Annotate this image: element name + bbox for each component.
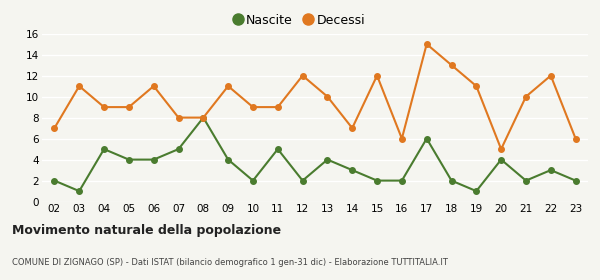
Decessi bbox=[224, 85, 232, 88]
Decessi bbox=[150, 85, 157, 88]
Nascite bbox=[547, 168, 554, 172]
Nascite bbox=[51, 179, 58, 182]
Nascite bbox=[349, 168, 356, 172]
Nascite bbox=[250, 179, 257, 182]
Decessi bbox=[497, 147, 505, 151]
Nascite bbox=[76, 189, 83, 193]
Line: Nascite: Nascite bbox=[52, 115, 578, 194]
Decessi bbox=[76, 85, 83, 88]
Nascite bbox=[274, 147, 281, 151]
Nascite bbox=[175, 147, 182, 151]
Text: Movimento naturale della popolazione: Movimento naturale della popolazione bbox=[12, 224, 281, 237]
Decessi bbox=[274, 105, 281, 109]
Decessi bbox=[473, 85, 480, 88]
Decessi bbox=[299, 74, 306, 77]
Decessi bbox=[125, 105, 133, 109]
Nascite bbox=[572, 179, 579, 182]
Nascite bbox=[100, 147, 107, 151]
Decessi bbox=[547, 74, 554, 77]
Line: Decessi: Decessi bbox=[52, 41, 578, 152]
Nascite bbox=[523, 179, 530, 182]
Decessi bbox=[423, 42, 430, 46]
Legend: Nascite, Decessi: Nascite, Decessi bbox=[230, 9, 370, 32]
Nascite bbox=[125, 158, 133, 161]
Decessi bbox=[250, 105, 257, 109]
Nascite bbox=[473, 189, 480, 193]
Decessi bbox=[324, 95, 331, 98]
Decessi bbox=[523, 95, 530, 98]
Nascite bbox=[448, 179, 455, 182]
Decessi bbox=[448, 64, 455, 67]
Nascite bbox=[497, 158, 505, 161]
Decessi bbox=[398, 137, 406, 140]
Nascite bbox=[373, 179, 380, 182]
Decessi bbox=[51, 127, 58, 130]
Nascite bbox=[398, 179, 406, 182]
Decessi bbox=[373, 74, 380, 77]
Nascite bbox=[224, 158, 232, 161]
Nascite bbox=[150, 158, 157, 161]
Decessi bbox=[200, 116, 207, 119]
Nascite bbox=[200, 116, 207, 119]
Decessi bbox=[175, 116, 182, 119]
Nascite bbox=[324, 158, 331, 161]
Decessi bbox=[349, 127, 356, 130]
Decessi bbox=[572, 137, 579, 140]
Nascite bbox=[299, 179, 306, 182]
Text: COMUNE DI ZIGNAGO (SP) - Dati ISTAT (bilancio demografico 1 gen-31 dic) - Elabor: COMUNE DI ZIGNAGO (SP) - Dati ISTAT (bil… bbox=[12, 258, 448, 267]
Nascite bbox=[423, 137, 430, 140]
Decessi bbox=[100, 105, 107, 109]
